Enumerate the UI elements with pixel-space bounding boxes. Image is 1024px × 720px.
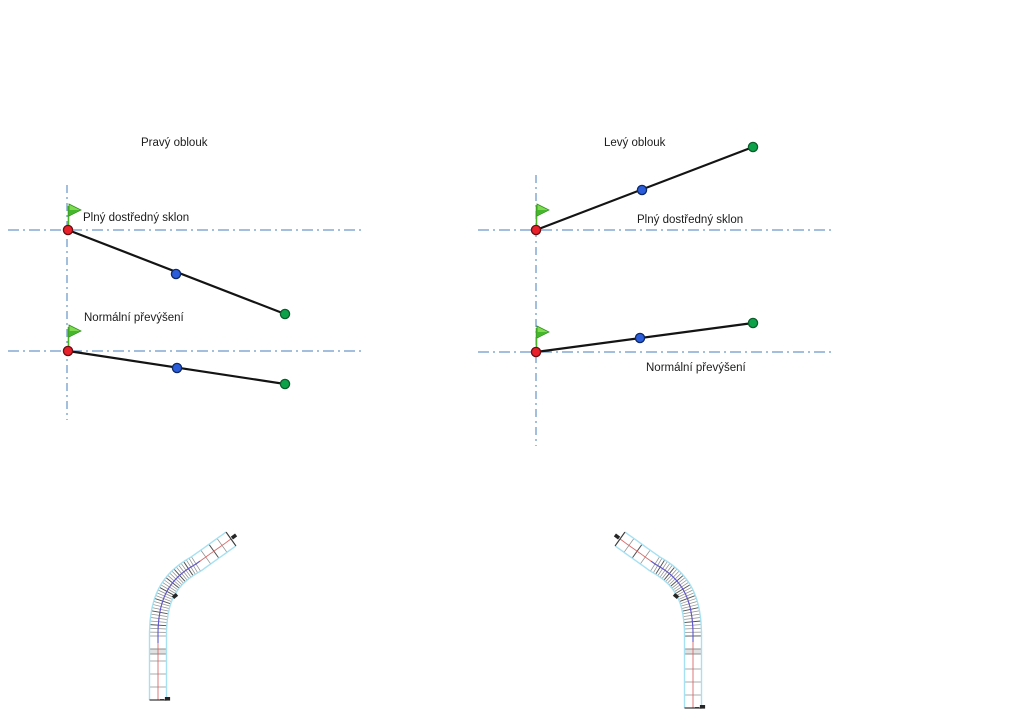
mid-point[interactable]	[634, 332, 646, 344]
station-marker-curve	[171, 592, 179, 600]
road-end-tick	[614, 531, 626, 547]
flag-pennant-shade	[537, 332, 548, 338]
begin-point[interactable]	[530, 346, 542, 358]
diagram-pravy-normal-crown	[62, 324, 291, 390]
label-pravy-normal-crown: Normální převýšení	[84, 312, 184, 324]
start-flag-icon[interactable]	[67, 324, 82, 347]
flag-pennant-shade	[69, 331, 80, 337]
start-flag-icon[interactable]	[67, 203, 82, 226]
station-marker-begin	[164, 697, 171, 701]
mid-point[interactable]	[170, 268, 182, 280]
mid-point[interactable]	[636, 184, 648, 196]
begin-point[interactable]	[530, 224, 542, 236]
flag-pennant-shade	[537, 210, 548, 216]
end-point[interactable]	[279, 308, 291, 320]
end-point[interactable]	[279, 378, 291, 390]
station-marker-begin	[699, 705, 706, 709]
start-flag-icon[interactable]	[535, 325, 550, 348]
begin-point[interactable]	[62, 224, 74, 236]
label-pravy-full-slope: Plný dostředný sklon	[83, 212, 190, 224]
road-edge-line	[165, 545, 237, 700]
station-marker-end	[230, 533, 238, 540]
cross-section-ticks	[623, 538, 702, 696]
road-centerline	[157, 538, 232, 700]
begin-point[interactable]	[62, 345, 74, 357]
road-edge-line	[148, 531, 227, 700]
diagram-levy-full-slope	[530, 141, 759, 236]
road-plan-levy-oblouk[interactable]	[613, 531, 706, 709]
label-levy-full-slope: Plný dostředný sklon	[637, 214, 744, 226]
end-point[interactable]	[747, 141, 759, 153]
road-edge-line	[624, 531, 703, 708]
road-end-tick	[225, 531, 237, 547]
start-flag-icon[interactable]	[535, 203, 550, 226]
diagram-pravy-full-slope	[62, 203, 291, 320]
transition-curve-line	[157, 560, 201, 643]
station-marker-curve	[672, 592, 680, 600]
road-edge-line	[614, 545, 686, 708]
label-levy-normal-crown: Normální převýšení	[646, 362, 746, 374]
diagram-levy-normal-crown	[530, 317, 759, 358]
diagram-title-pravy-oblouk: Pravý oblouk	[141, 137, 208, 149]
diagram-title-levy-oblouk: Levý oblouk	[604, 137, 666, 149]
road-plan-pravy-oblouk[interactable]	[148, 531, 238, 701]
station-marker-end	[613, 533, 621, 540]
mid-point[interactable]	[171, 362, 183, 374]
flag-pennant-shade	[69, 210, 80, 216]
transition-curve-line	[650, 560, 694, 642]
end-point[interactable]	[747, 317, 759, 329]
